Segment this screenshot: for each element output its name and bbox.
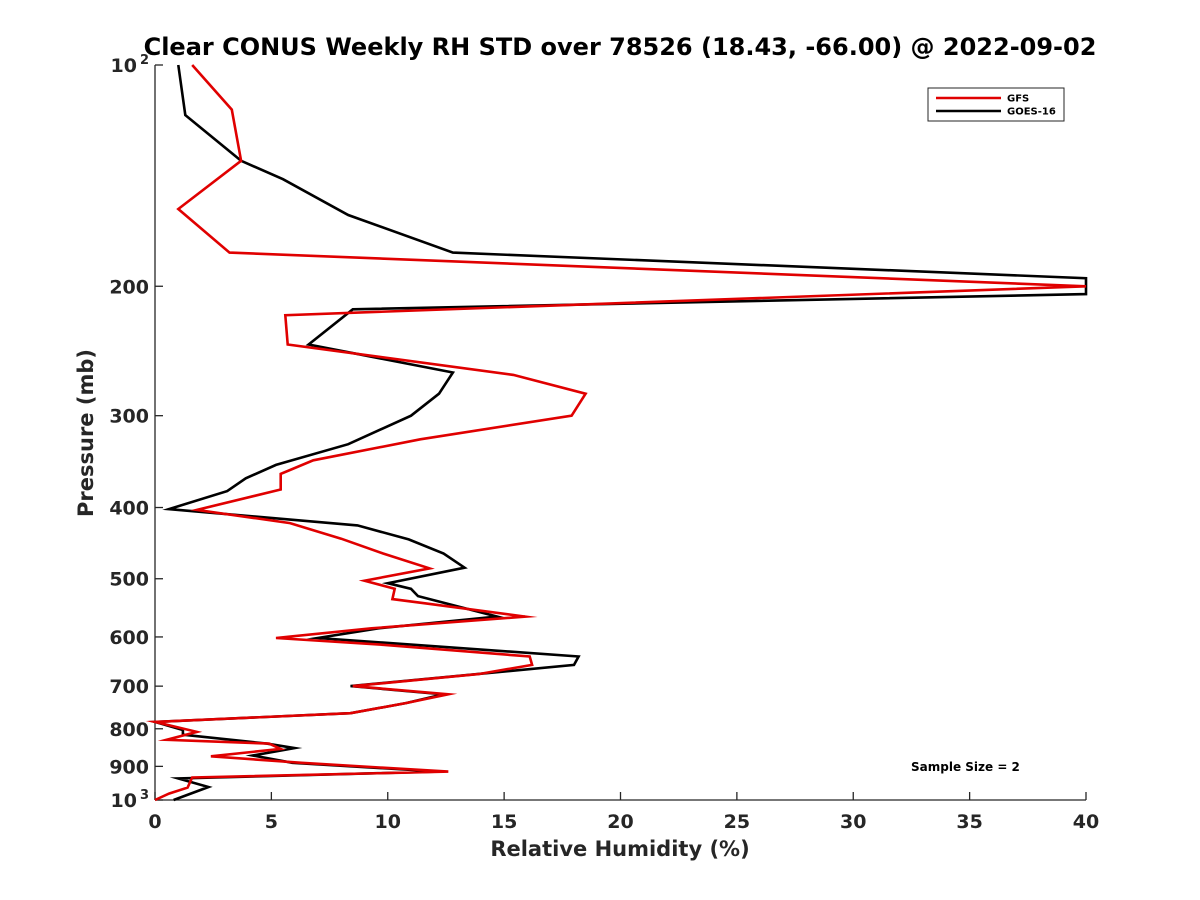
sample-size-annotation: Sample Size = 2 [911,760,1020,774]
y-tick-label: 500 [109,569,149,591]
x-tick-label: 5 [265,811,278,833]
legend-box [927,87,1065,122]
x-tick-label: 0 [148,811,161,833]
y-tick-label: 900 [109,756,149,778]
y-tick-exponent: 2 [140,53,149,68]
y-tick-exponent: 3 [140,788,149,803]
series-line-goes-16 [147,64,1088,802]
chart-title: Clear CONUS Weekly RH STD over 78526 (18… [144,33,1097,61]
legend: GFS GOES-16 [927,87,1065,122]
x-tick-label: 35 [956,811,982,833]
x-tick-label: 25 [724,811,750,833]
x-ticks: 0 5 10 15 20 25 30 35 40 [148,792,1099,833]
x-tick-label: 15 [491,811,517,833]
y-axis-label: Pressure (mb) [74,349,98,517]
legend-label: GOES-16 [1007,107,1056,118]
y-tick-label: 300 [109,406,149,428]
x-tick-label: 30 [840,811,866,833]
y-tick-label: 800 [109,719,149,741]
x-tick-label: 40 [1073,811,1099,833]
x-tick-label: 10 [375,811,401,833]
y-tick-label: 200 [109,276,149,298]
x-tick-label: 20 [607,811,633,833]
y-tick-label: 10 [111,790,137,812]
legend-label: GFS [1007,94,1029,105]
y-tick-label: 600 [109,627,149,649]
y-tick-label: 700 [109,676,149,698]
y-tick-label: 10 [111,55,137,77]
y-tick-label: 400 [109,498,149,520]
x-axis-label: Relative Humidity (%) [490,837,749,861]
series-line-gfs [145,64,1087,802]
series-lines [145,64,1088,802]
